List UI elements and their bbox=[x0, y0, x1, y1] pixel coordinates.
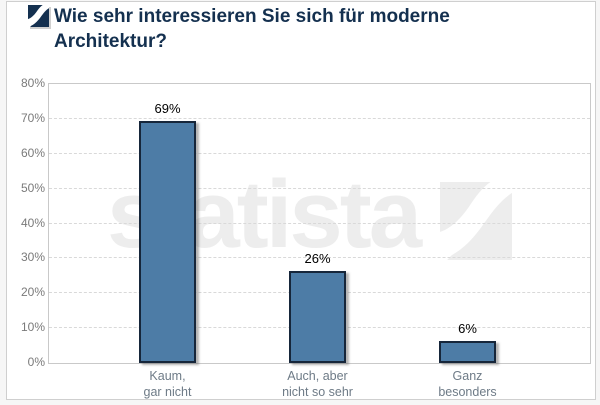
x-category-label: Kaum, gar nicht bbox=[93, 368, 243, 400]
chart-title-line1: Wie sehr interessieren Sie sich für mode… bbox=[54, 6, 450, 27]
y-tick-label: 0% bbox=[27, 355, 45, 369]
x-category-label-line: Kaum, bbox=[149, 369, 186, 383]
y-tick-label: 10% bbox=[20, 320, 45, 335]
y-tick-label: 30% bbox=[20, 250, 45, 265]
gridline-70 bbox=[49, 117, 590, 119]
y-tick-label: 50% bbox=[20, 180, 45, 195]
y-tick-label: 60% bbox=[20, 145, 45, 160]
x-category-label-line: gar nicht bbox=[143, 385, 192, 399]
y-tick-label: 70% bbox=[20, 110, 45, 125]
gridline-30 bbox=[49, 257, 590, 259]
statista-logo-icon bbox=[28, 5, 49, 27]
bar-3[interactable] bbox=[439, 341, 496, 363]
y-tick-label: 40% bbox=[20, 215, 45, 230]
chart-widget: Wie sehr interessieren Sie sich für mode… bbox=[6, 1, 596, 400]
bar-2[interactable] bbox=[289, 271, 346, 363]
x-category-label-line: Ganz bbox=[452, 369, 483, 383]
chart-title-line2: Architektur? bbox=[54, 31, 167, 52]
chart-title: Wie sehr interessieren Sie sich für mode… bbox=[54, 4, 574, 54]
statista-watermark-swoosh-icon bbox=[440, 182, 512, 260]
bar-value-label: 26% bbox=[304, 251, 331, 267]
y-tick-label: 20% bbox=[20, 285, 45, 300]
gridline-50 bbox=[49, 187, 590, 189]
x-category-label: Ganz besonders bbox=[393, 368, 543, 400]
gridline-60 bbox=[49, 152, 590, 154]
bar-value-label: 69% bbox=[154, 101, 181, 117]
bar-1[interactable] bbox=[139, 121, 196, 363]
gridline-40 bbox=[49, 222, 590, 224]
x-category-label-line: nicht so sehr bbox=[282, 385, 353, 399]
x-category-label-line: besonders bbox=[438, 385, 497, 399]
x-category-label: Auch, aber nicht so sehr bbox=[243, 368, 393, 400]
y-tick-label: 80% bbox=[20, 76, 45, 90]
x-category-label-line: Auch, aber bbox=[287, 369, 348, 383]
bar-value-label: 6% bbox=[458, 321, 477, 337]
